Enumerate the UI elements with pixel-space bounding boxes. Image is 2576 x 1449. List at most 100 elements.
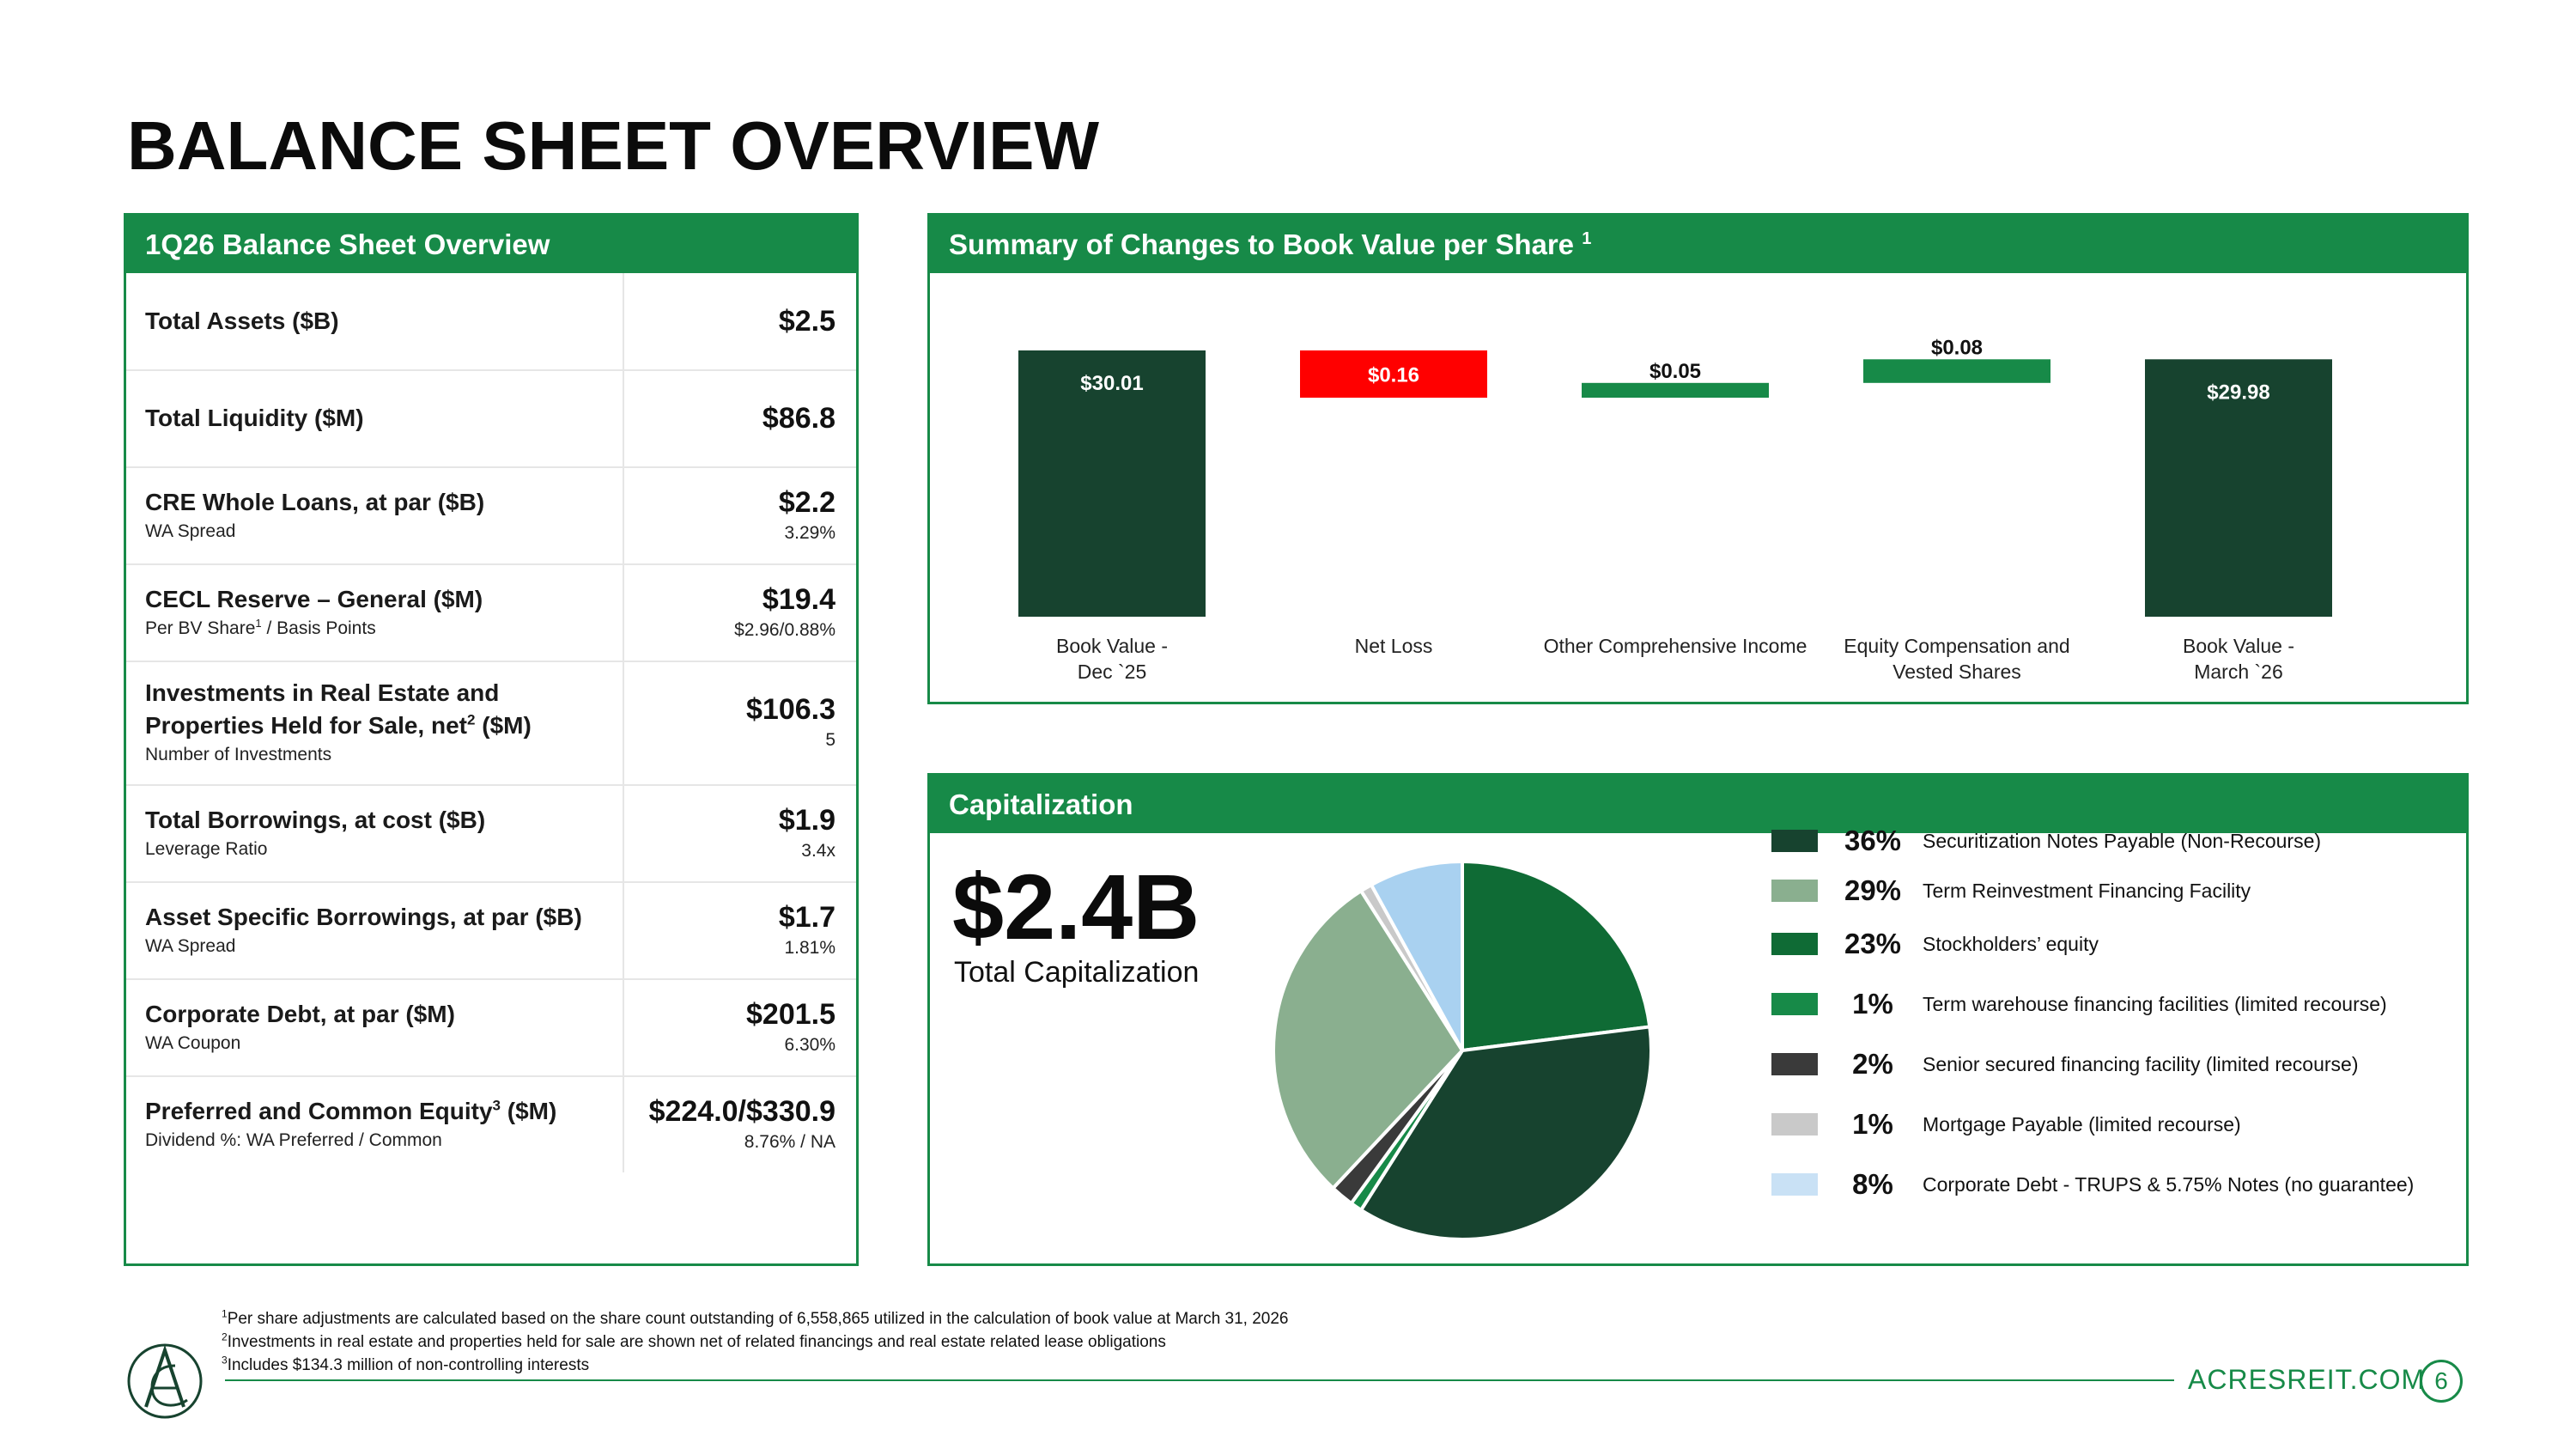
waterfall-bar xyxy=(1582,382,1769,398)
total-capitalization-label: Total Capitalization xyxy=(954,956,1200,989)
table-row: Investments in Real Estate and Propertie… xyxy=(126,661,856,786)
pie-slice xyxy=(1358,1025,1653,1241)
row-subvalue: 5 xyxy=(825,730,835,750)
legend-swatch xyxy=(1771,830,1818,852)
waterfall-category-label: Other Comprehensive Income xyxy=(1544,635,1807,657)
legend-percent: 29% xyxy=(1844,874,1902,906)
legend-swatch xyxy=(1771,933,1818,955)
book-value-panel: Summary of Changes to Book Value per Sha… xyxy=(927,213,2469,704)
capitalization-header: Capitalization xyxy=(930,776,2466,833)
row-subvalue: 8.76% / NA xyxy=(744,1131,835,1152)
legend-item: 23% Stockholders’ equity xyxy=(1771,927,2099,961)
book-value-waterfall-chart: $30.01 Book Value - Dec `25 $0.16 Net Loss $0… xyxy=(1018,336,2332,683)
page-title: BALANCE SHEET OVERVIEW xyxy=(127,107,1099,184)
row-label: Preferred and Common Equity3 ($M) xyxy=(145,1097,557,1124)
row-label: Asset Specific Borrowings, at par ($B) xyxy=(145,903,582,930)
waterfall-category-label: Vested Shares xyxy=(1893,661,2021,683)
book-value-header: Summary of Changes to Book Value per Sha… xyxy=(930,216,2466,273)
pie-slice xyxy=(1369,859,1464,1051)
waterfall-data-label: $0.16 xyxy=(1368,364,1419,387)
row-label: Corporate Debt, at par ($M) xyxy=(145,1000,455,1027)
pie-slice xyxy=(1272,888,1465,1191)
waterfall-category-label: Dec `25 xyxy=(1078,661,1147,683)
legend-item: 1% Term warehouse financing facilities (l… xyxy=(1771,987,2387,1021)
waterfall-data-label: $0.08 xyxy=(1931,336,1983,359)
legend-label: Corporate Debt - TRUPS & 5.75% Notes (no… xyxy=(1923,1172,2415,1196)
legend-label: Securitization Notes Payable (Non-Recour… xyxy=(1923,829,2322,852)
table-row: Corporate Debt, at par ($M) WA Coupon $2… xyxy=(126,978,856,1077)
balance-sheet-panel: 1Q26 Balance Sheet Overview Total Assets… xyxy=(124,213,859,1266)
row-sublabel: WA Spread xyxy=(145,521,236,541)
row-label: CECL Reserve – General ($M) xyxy=(145,585,483,612)
waterfall-data-label: $30.01 xyxy=(1080,372,1143,395)
legend-swatch xyxy=(1771,1173,1818,1196)
row-label: CRE Whole Loans, at par ($B) xyxy=(145,488,485,515)
pie-slice xyxy=(1461,859,1652,1053)
balance-sheet-header: 1Q26 Balance Sheet Overview xyxy=(126,216,856,273)
row-subvalue: 3.29% xyxy=(784,522,835,543)
waterfall-category-label: March `26 xyxy=(2194,661,2283,683)
legend-percent: 1% xyxy=(1852,988,1893,1020)
website-link[interactable]: ACRESREIT.COM xyxy=(2188,1364,2426,1395)
legend-swatch xyxy=(1771,993,1818,1015)
row-label: Total Borrowings, at cost ($B) xyxy=(145,806,486,833)
waterfall-bar xyxy=(1863,359,2050,383)
legend-item: 36% Securitization Notes Payable (Non-Rec… xyxy=(1771,824,2321,858)
row-sublabel: WA Spread xyxy=(145,935,236,956)
row-value: $2.5 xyxy=(778,305,835,338)
waterfall-category-label: Equity Compensation and xyxy=(1844,635,2069,657)
row-value: $201.5 xyxy=(746,997,835,1031)
waterfall-category-label: Book Value - xyxy=(2183,635,2294,657)
row-value: $2.2 xyxy=(778,485,835,519)
footnotes: 1Per share adjustments are calculated ba… xyxy=(222,1307,1289,1377)
legend-percent: 36% xyxy=(1844,825,1902,856)
legend-swatch xyxy=(1771,1113,1818,1135)
legend-swatch xyxy=(1771,1053,1818,1075)
waterfall-category-label: Book Value - xyxy=(1056,635,1168,657)
legend-percent: 8% xyxy=(1852,1168,1893,1200)
row-sublabel: Per BV Share1 / Basis Points xyxy=(145,616,376,638)
table-row: Asset Specific Borrowings, at par ($B) W… xyxy=(126,881,856,980)
table-row: Total Assets ($B) $2.5 xyxy=(126,273,856,371)
waterfall-bar xyxy=(1300,350,1487,398)
legend-item: 1% Mortgage Payable (limited recourse) xyxy=(1771,1107,2241,1142)
legend-swatch xyxy=(1771,880,1818,902)
waterfall-data-label: $29.98 xyxy=(2207,381,2269,404)
row-value: $19.4 xyxy=(762,582,835,616)
row-value: $1.9 xyxy=(778,803,835,837)
row-sublabel: Dividend %: WA Preferred / Common xyxy=(145,1129,442,1150)
row-subvalue: $2.96/0.88% xyxy=(734,619,835,640)
table-row: Preferred and Common Equity3 ($M) Divide… xyxy=(126,1075,856,1172)
table-row: Total Liquidity ($M) $86.8 xyxy=(126,369,856,468)
row-value: $224.0/$330.9 xyxy=(648,1094,835,1128)
footnote: 2Investments in real estate and properti… xyxy=(222,1330,1166,1351)
legend-item: 29% Term Reinvestment Financing Facility xyxy=(1771,874,2251,908)
row-sublabel: WA Coupon xyxy=(145,1032,241,1053)
legend-percent: 2% xyxy=(1852,1048,1893,1080)
legend-percent: 1% xyxy=(1852,1108,1893,1140)
legend-label: Term warehouse financing facilities (lim… xyxy=(1923,992,2387,1015)
legend-label: Senior secured financing facility (limit… xyxy=(1923,1052,2359,1075)
row-subvalue: 3.4x xyxy=(801,840,835,861)
total-capitalization-value: $2.4B xyxy=(952,855,1200,959)
footnote: 3Includes $134.3 million of non-controll… xyxy=(222,1354,590,1374)
waterfall-bar xyxy=(1018,350,1206,617)
row-subvalue: 1.81% xyxy=(784,937,835,958)
row-subvalue: 6.30% xyxy=(784,1034,835,1055)
row-sublabel: Leverage Ratio xyxy=(145,838,268,859)
footer-divider xyxy=(225,1379,2174,1381)
legend-label: Mortgage Payable (limited recourse) xyxy=(1923,1112,2241,1135)
table-row: CRE Whole Loans, at par ($B) WA Spread $… xyxy=(126,466,856,565)
acres-logo-icon xyxy=(124,1340,206,1427)
capitalization-panel: Capitalization $2.4B Total Capitalizatio… xyxy=(927,773,2469,1266)
legend-percent: 23% xyxy=(1844,928,1902,959)
legend-item: 2% Senior secured financing facility (lim… xyxy=(1771,1047,2359,1081)
row-label: Investments in Real Estate and Propertie… xyxy=(145,679,532,739)
row-label: Total Assets ($B) xyxy=(145,307,339,334)
row-value: $1.7 xyxy=(778,900,835,934)
capitalization-pie-chart xyxy=(1272,859,1653,1241)
page-number: 6 xyxy=(2420,1360,2463,1403)
row-sublabel: Number of Investments xyxy=(145,745,332,764)
table-row: Total Borrowings, at cost ($B) Leverage … xyxy=(126,784,856,883)
row-value: $106.3 xyxy=(746,693,835,726)
